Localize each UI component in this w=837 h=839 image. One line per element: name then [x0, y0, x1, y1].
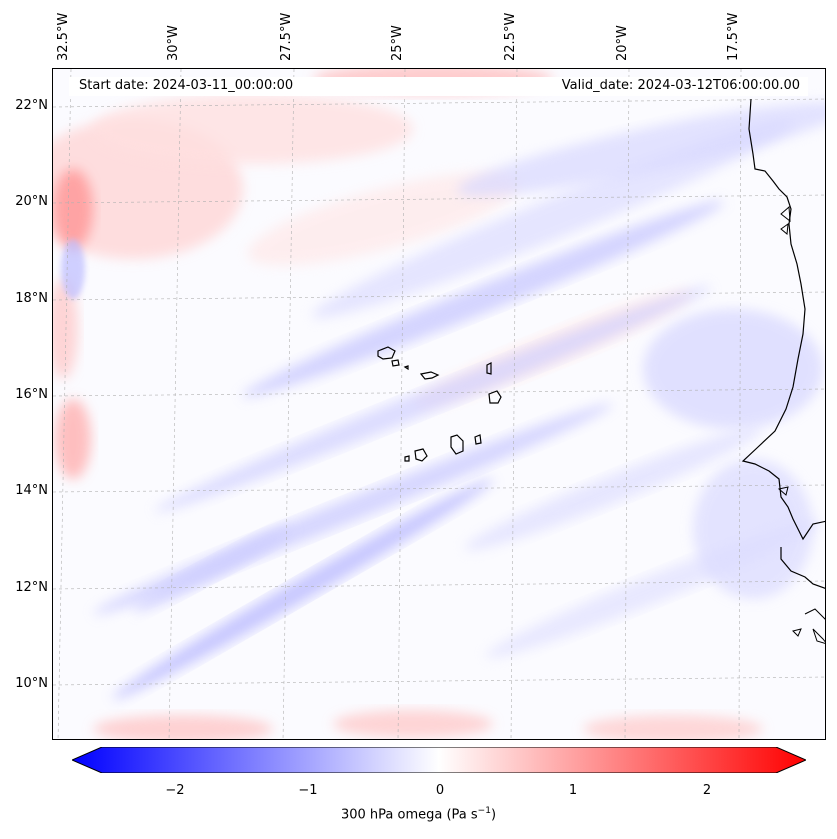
cape-verde-islands: [377, 346, 502, 462]
colorbar-tick-1: 1: [568, 783, 578, 798]
africa-coast-islands: [792, 608, 825, 644]
lon-label-27-5w: 27.5°W: [279, 12, 294, 61]
start-date-label: Start date: 2024-03-11_00:00:00: [79, 78, 294, 93]
colorbar-tick-2: 2: [702, 783, 712, 798]
colorbar: [72, 747, 806, 773]
coastal-islets-north: [777, 205, 791, 496]
lon-label-20w: 20°W: [615, 25, 630, 61]
lat-label-20n: 20°N: [15, 194, 48, 209]
africa-coastline: [741, 98, 825, 541]
lon-label-17-5w: 17.5°W: [726, 12, 741, 61]
colorbar-label-main: 300 hPa omega (Pa s: [340, 807, 478, 823]
lat-label-14n: 14°N: [15, 483, 48, 498]
lon-label-25w: 25°W: [390, 25, 405, 61]
lat-label-12n: 12°N: [15, 580, 48, 595]
lat-label-18n: 18°N: [15, 291, 48, 306]
lon-label-30w: 30°W: [166, 25, 181, 61]
lon-label-32-5w: 32.5°W: [56, 12, 71, 61]
colorbar-tick-minus1: −1: [298, 783, 318, 798]
omega-field-map: [53, 69, 825, 739]
africa-coast-south: [780, 547, 825, 589]
header-band: [69, 77, 808, 96]
omega-field: [53, 69, 825, 739]
colorbar-bar: [72, 747, 806, 773]
colorbar-tick-minus2: −2: [165, 783, 185, 798]
lat-label-16n: 16°N: [15, 387, 48, 402]
map-gridlines: [53, 69, 825, 739]
colorbar-label: 300 hPa omega (Pa s−1): [0, 806, 837, 822]
map-panel: [52, 68, 826, 740]
colorbar-label-sup: −1: [477, 806, 491, 816]
lon-label-22-5w: 22.5°W: [503, 12, 518, 61]
lat-label-22n: 22°N: [15, 98, 48, 113]
lat-label-10n: 10°N: [15, 676, 48, 691]
colorbar-label-close: ): [490, 807, 497, 823]
colorbar-tick-0: 0: [435, 783, 445, 798]
valid-date-label: Valid_date: 2024-03-12T06:00:00.00: [561, 78, 800, 93]
